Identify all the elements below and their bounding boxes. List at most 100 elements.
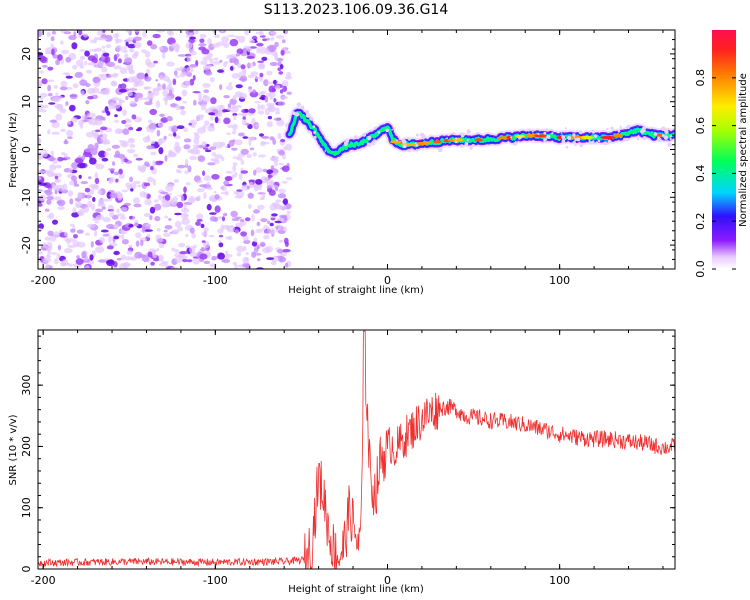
ridge-speckle	[371, 141, 376, 146]
noise-blob	[156, 30, 166, 33]
noise-blob	[38, 203, 43, 207]
ridge-speckle	[551, 132, 554, 135]
noise-blob	[203, 241, 210, 249]
noise-blob	[221, 259, 231, 263]
noise-blob	[173, 179, 180, 183]
noise-blob	[244, 30, 250, 36]
noise-blob	[79, 79, 88, 86]
noise-blob	[73, 234, 78, 239]
noise-blob	[171, 247, 176, 252]
noise-blob	[39, 92, 48, 98]
noise-blob	[181, 217, 190, 225]
noise-blob	[94, 48, 99, 52]
noise-blob	[97, 137, 101, 145]
noise-blob	[77, 162, 86, 169]
noise-blob	[268, 44, 277, 53]
noise-blob	[129, 143, 136, 148]
noise-blob	[246, 62, 254, 68]
chart-title: S113.2023.106.09.36.G14	[264, 2, 449, 18]
noise-blob	[164, 215, 169, 219]
noise-blob	[100, 73, 108, 81]
noise-blob	[154, 215, 161, 222]
ridge-speckle	[466, 129, 471, 134]
ridge-speckle	[294, 112, 300, 117]
noise-blob	[181, 89, 188, 97]
noise-blob	[134, 30, 140, 33]
noise-blob	[204, 64, 212, 68]
noise-blob	[235, 216, 242, 219]
noise-blob	[206, 203, 212, 211]
noise-blob	[150, 261, 155, 266]
noise-blob	[282, 39, 286, 44]
noise-blob	[159, 113, 165, 118]
ridge-speckle	[408, 148, 412, 153]
noise-blob	[87, 95, 94, 100]
noise-blob	[89, 254, 94, 261]
ridge-hotspot	[390, 140, 403, 144]
noise-blob	[146, 40, 153, 46]
noise-blob	[140, 239, 144, 247]
ridge-speckle	[603, 141, 608, 146]
noise-blob	[271, 255, 279, 263]
noise-blob	[286, 71, 292, 78]
noise-blob	[270, 36, 275, 41]
noise-blob	[220, 30, 225, 33]
ridge-speckle	[305, 110, 310, 114]
noise-blob	[253, 169, 257, 176]
noise-blob	[47, 230, 54, 237]
noise-blob	[246, 55, 255, 59]
noise-blob	[240, 148, 249, 155]
ridge-speckle	[572, 133, 576, 137]
noise-blob	[38, 109, 47, 113]
noise-blob	[238, 92, 248, 100]
noise-blob	[42, 151, 48, 158]
noise-blob	[163, 203, 171, 208]
noise-blob	[155, 234, 162, 240]
noise-blob	[60, 128, 67, 132]
noise-blob	[283, 237, 289, 245]
ridge-speckle	[667, 142, 672, 147]
noise-blob	[71, 175, 77, 182]
noise-blob	[87, 112, 96, 118]
noise-blob	[241, 119, 247, 126]
noise-blob	[38, 30, 42, 38]
noise-blob	[200, 103, 207, 111]
noise-blob	[246, 185, 250, 190]
ridge-speckle	[407, 137, 411, 141]
noise-blob	[254, 101, 261, 104]
noise-blob	[192, 257, 200, 265]
noise-blob	[142, 97, 151, 101]
noise-blob	[278, 150, 285, 156]
ridge-speckle	[368, 129, 372, 132]
ridge-speckle	[460, 144, 464, 148]
noise-blob	[115, 178, 119, 183]
noise-blob	[164, 98, 168, 106]
noise-blob	[127, 137, 135, 144]
noise-blob	[197, 180, 203, 183]
noise-blob	[141, 49, 147, 54]
ridge-speckle	[313, 130, 317, 134]
noise-blob	[38, 151, 44, 159]
noise-blob	[179, 255, 188, 259]
noise-blob	[274, 41, 279, 48]
noise-blob	[240, 170, 249, 174]
ridge-speckle	[466, 139, 469, 142]
noise-blob	[154, 199, 159, 203]
noise-blob	[258, 154, 266, 158]
noise-blob	[52, 96, 61, 103]
noise-blob	[220, 224, 225, 231]
noise-blob	[157, 160, 164, 164]
noise-blob	[204, 120, 210, 126]
noise-region	[38, 30, 293, 269]
noise-blob	[257, 110, 265, 115]
noise-blob	[263, 79, 269, 87]
noise-blob	[129, 176, 134, 183]
noise-blob	[129, 48, 135, 53]
noise-blob	[120, 83, 127, 90]
noise-blob	[126, 250, 133, 255]
ridge-speckle	[664, 129, 669, 134]
noise-blob	[75, 201, 83, 207]
noise-blob	[96, 47, 102, 52]
noise-blob	[129, 183, 137, 190]
noise-blob	[72, 240, 80, 248]
